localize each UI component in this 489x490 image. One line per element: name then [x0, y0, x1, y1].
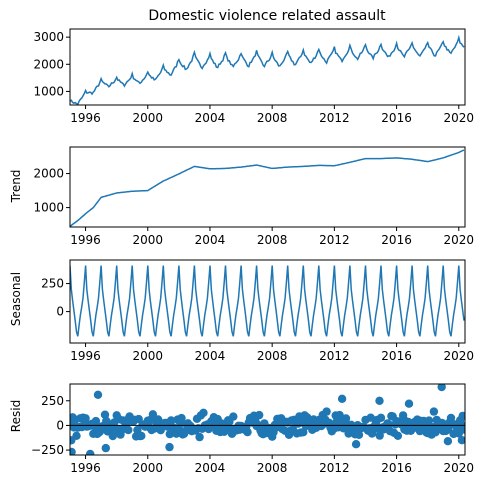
resid-point [404, 399, 414, 408]
resid-point [375, 431, 384, 440]
x-tick-label: 2020 [444, 349, 475, 363]
resid-point [100, 410, 110, 419]
resid-point [148, 410, 158, 419]
resid-point [458, 411, 465, 421]
axes-frame [69, 259, 466, 344]
resid-point [229, 412, 238, 421]
trend-series-line [70, 149, 465, 227]
x-tick-label: 2012 [319, 111, 350, 125]
resid-point [199, 408, 208, 417]
resid-point [375, 396, 384, 405]
x-tick-label: 2008 [257, 233, 288, 247]
x-tick-label: 2016 [381, 233, 412, 247]
resid-point [322, 407, 331, 416]
resid-point [72, 431, 81, 440]
x-tick-label: 2000 [132, 349, 163, 363]
resid-point [443, 437, 453, 446]
resid-point [243, 427, 252, 437]
resid-point [101, 443, 111, 453]
y-tick-label: 2000 [33, 167, 64, 181]
y-tick-label: 1000 [33, 84, 64, 98]
x-tick-label: 2012 [319, 461, 350, 475]
resid-point [81, 414, 90, 423]
seasonal-ylabel: Seasonal [9, 272, 23, 326]
x-tick-label: 2000 [132, 233, 163, 247]
resid-point [165, 429, 174, 439]
seasonal-series-line [70, 265, 465, 337]
x-tick-label: 2004 [195, 349, 226, 363]
x-tick-label: 2008 [257, 349, 288, 363]
resid-point [93, 390, 103, 399]
resid-point [351, 440, 361, 449]
resid-point [367, 429, 377, 438]
x-tick-label: 2008 [257, 461, 288, 475]
x-tick-label: 1996 [70, 461, 101, 475]
resid-point [255, 410, 264, 420]
x-tick-label: 2000 [132, 111, 163, 125]
resid-point [124, 425, 133, 435]
plot-area [70, 384, 465, 455]
x-tick-label: 1996 [70, 111, 101, 125]
resid-point [424, 416, 434, 425]
resid-point [86, 449, 95, 455]
resid-point [137, 431, 146, 441]
x-tick-label: 2008 [257, 111, 288, 125]
y-tick-label: 3000 [33, 30, 64, 44]
observed-panel: 1996 2000 2004 2008 2012 2016 2020 1000 2000 3000 [33, 28, 475, 125]
resid-panel: Resid 1996 2000 2004 2008 2012 2016 2020 −250 0 2… [9, 383, 474, 475]
x-tick-label: 2020 [444, 461, 475, 475]
x-tick-label: 1996 [70, 349, 101, 363]
trend-panel: Trend 1996 2000 2004 2008 2012 2016 2020 1000 20… [9, 146, 475, 247]
x-tick-label: 2012 [319, 349, 350, 363]
resid-point [341, 414, 351, 423]
x-tick-label: 2020 [444, 233, 475, 247]
trend-ylabel: Trend [9, 170, 23, 204]
x-tick-label: 2004 [195, 233, 226, 247]
resid-point [366, 413, 375, 422]
x-tick-label: 1996 [70, 233, 101, 247]
x-tick-label: 2000 [132, 461, 163, 475]
axes-frame [69, 28, 466, 106]
chart-title: Domestic violence related assault [148, 8, 386, 24]
resid-point [91, 416, 101, 426]
resid-point [165, 442, 174, 452]
resid-point [177, 413, 186, 423]
y-tick-label: 1000 [33, 201, 64, 215]
resid-point [457, 436, 465, 445]
resid-point [384, 420, 393, 429]
y-tick-label: −250 [31, 443, 64, 457]
resid-point [337, 394, 347, 403]
resid-point [166, 416, 176, 425]
x-tick-label: 2016 [381, 349, 412, 363]
resid-point [195, 432, 204, 442]
plot-area [70, 265, 465, 337]
x-tick-label: 2012 [319, 233, 350, 247]
axes-frame [69, 146, 466, 228]
resid-point [354, 430, 364, 439]
x-tick-label: 2004 [195, 461, 226, 475]
resid-point [70, 447, 76, 455]
resid-ylabel: Resid [9, 400, 23, 432]
y-tick-label: 0 [56, 418, 64, 432]
plot-area [70, 149, 465, 227]
resid-point [437, 384, 446, 392]
x-tick-label: 2016 [381, 111, 412, 125]
resid-point [459, 425, 465, 434]
plot-area [70, 34, 465, 105]
y-tick-label: 2000 [33, 57, 64, 71]
x-tick-label: 2016 [381, 461, 412, 475]
resid-point [376, 413, 386, 422]
y-tick-label: 0 [56, 305, 64, 319]
resid-point [393, 431, 403, 440]
resid-point [429, 407, 439, 416]
x-tick-label: 2020 [444, 111, 475, 125]
y-tick-label: 250 [41, 277, 64, 291]
x-tick-label: 2004 [195, 111, 226, 125]
y-tick-label: 250 [41, 394, 64, 408]
seasonal-panel: Seasonal 1996 2000 2004 2008 2012 2016 2020 0 25… [9, 259, 475, 363]
axes-frame [69, 383, 466, 456]
observed-series-line [70, 34, 465, 105]
